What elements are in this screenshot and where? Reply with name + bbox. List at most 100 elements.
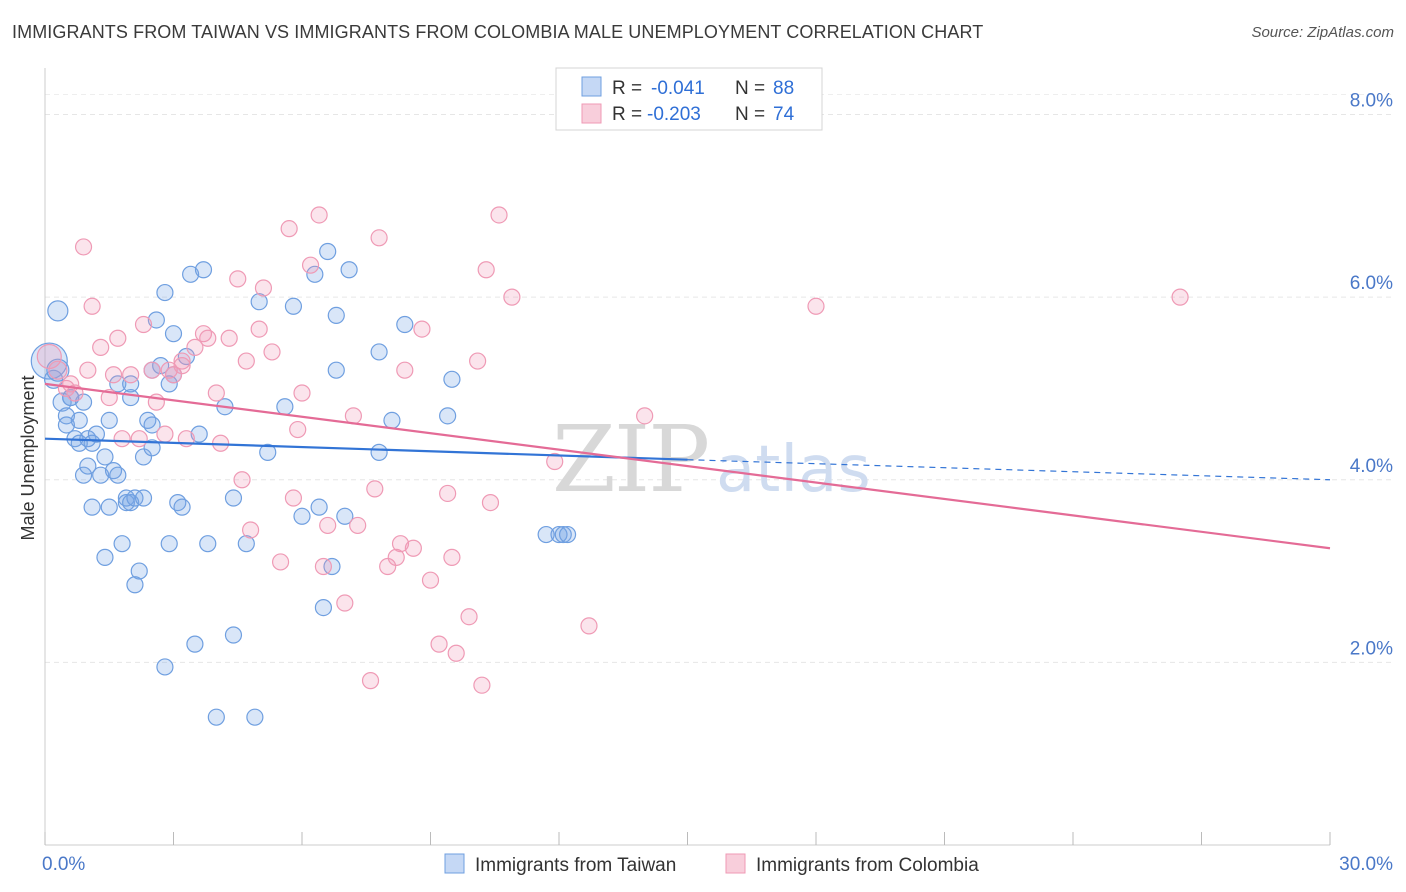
point-colombia-58 [421,571,440,589]
point-colombia-62 [447,644,465,662]
point-taiwan-22 [100,411,118,430]
point-taiwan-56 [194,261,213,279]
point-taiwan-53 [182,265,200,283]
point-taiwan-36 [134,448,153,466]
point-colombia-1 [48,360,68,380]
point-taiwan-84 [537,525,555,544]
point-colombia-12 [113,430,131,448]
legend-n-value-colombia: 74 [773,104,795,125]
gridlines [45,94,1392,663]
point-taiwan-80 [383,411,401,430]
chart-title: IMMIGRANTS FROM TAIWAN VS IMMIGRANTS FRO… [12,22,984,42]
legend-r-label-colombia: R = [612,104,642,125]
bottom-legend-label-taiwan: Immigrants from Taiwan [475,855,676,876]
legend-swatch-colombia [581,103,602,124]
point-colombia-32 [237,352,255,370]
point-colombia-26 [199,329,217,347]
point-colombia-69 [503,288,521,306]
watermark: ZIP atlas [552,406,871,513]
point-colombia-38 [280,220,298,238]
point-colombia-52 [379,557,397,576]
point-colombia-7 [83,297,101,315]
point-taiwan-11 [74,393,93,411]
point-taiwan-83 [443,370,461,388]
point-taiwan-70 [310,498,328,516]
point-colombia-73 [807,297,825,315]
trend-lines [44,382,1331,550]
point-taiwan-66 [276,398,294,416]
bottom-legend-swatch-taiwan [444,853,465,874]
point-taiwan-5 [57,407,76,425]
point-taiwan-58 [207,708,225,726]
point-taiwan-86 [554,525,572,544]
point-taiwan-79 [370,443,388,461]
y-tick-label-3: 8.0% [1350,91,1393,112]
point-colombia-74 [1171,288,1189,306]
point-taiwan-3 [47,300,69,322]
bottom-legend-label-colombia: Immigrants from Colombia [756,855,979,876]
point-taiwan-76 [336,507,354,525]
point-taiwan-75 [327,306,345,325]
point-taiwan-48 [164,325,183,343]
point-colombia-31 [233,471,251,489]
point-taiwan-23 [100,498,118,516]
point-taiwan-0 [30,342,68,380]
point-colombia-53 [387,548,405,566]
point-taiwan-6 [57,416,76,434]
y-tick-label-1: 4.0% [1350,456,1393,477]
point-colombia-39 [284,489,303,507]
point-taiwan-71 [314,598,333,617]
point-taiwan-16 [83,498,101,516]
point-colombia-11 [109,329,127,347]
point-taiwan-27 [113,535,131,553]
point-colombia-27 [207,384,225,402]
point-colombia-5 [74,238,93,256]
point-taiwan-61 [224,626,243,644]
point-colombia-16 [143,361,161,379]
point-colombia-51 [370,229,388,247]
point-taiwan-26 [109,466,127,484]
point-taiwan-74 [327,361,345,379]
x-tick-labels: 0.0% 30.0% [42,854,1393,875]
trend-line-colombia [44,382,1331,550]
y-tick-labels: 2.0% 4.0% 6.0% 8.0% [1350,91,1393,660]
point-colombia-6 [79,361,97,379]
point-taiwan-15 [79,457,97,475]
point-colombia-30 [229,270,247,288]
point-colombia-10 [104,366,123,384]
point-taiwan-81 [396,315,414,334]
point-taiwan-68 [293,507,311,525]
legend-series: Immigrants from Taiwan Immigrants from C… [444,853,979,876]
point-colombia-47 [344,407,362,425]
point-taiwan-35 [126,576,144,594]
point-taiwan-69 [306,265,324,283]
point-colombia-49 [361,672,380,690]
legend-n-label-taiwan: N = [735,78,765,99]
point-taiwan-54 [186,635,204,653]
point-colombia-72 [636,407,654,425]
point-colombia-66 [477,261,495,279]
point-taiwan-18 [87,425,106,443]
point-taiwan-40 [143,439,161,457]
point-taiwan-19 [92,466,110,484]
y-tick-label-0: 2.0% [1350,638,1393,659]
legend-n-value-taiwan: 88 [773,78,794,99]
point-taiwan-51 [173,498,191,516]
point-colombia-20 [164,366,183,384]
point-colombia-65 [473,676,491,694]
point-taiwan-62 [237,535,255,553]
y-tick-label-2: 6.0% [1350,273,1393,294]
data-points [30,206,1189,726]
point-taiwan-12 [70,411,88,430]
point-colombia-67 [481,493,500,512]
point-taiwan-39 [143,416,161,434]
legend-swatch-taiwan [581,76,602,97]
point-taiwan-46 [160,535,178,553]
point-colombia-70 [546,452,564,471]
trend-line-taiwan [44,437,688,461]
point-colombia-56 [404,539,422,557]
legend-r-value-colombia: -0.203 [647,104,701,125]
point-colombia-8 [92,338,110,356]
point-colombia-34 [250,320,268,338]
point-taiwan-55 [190,425,208,443]
